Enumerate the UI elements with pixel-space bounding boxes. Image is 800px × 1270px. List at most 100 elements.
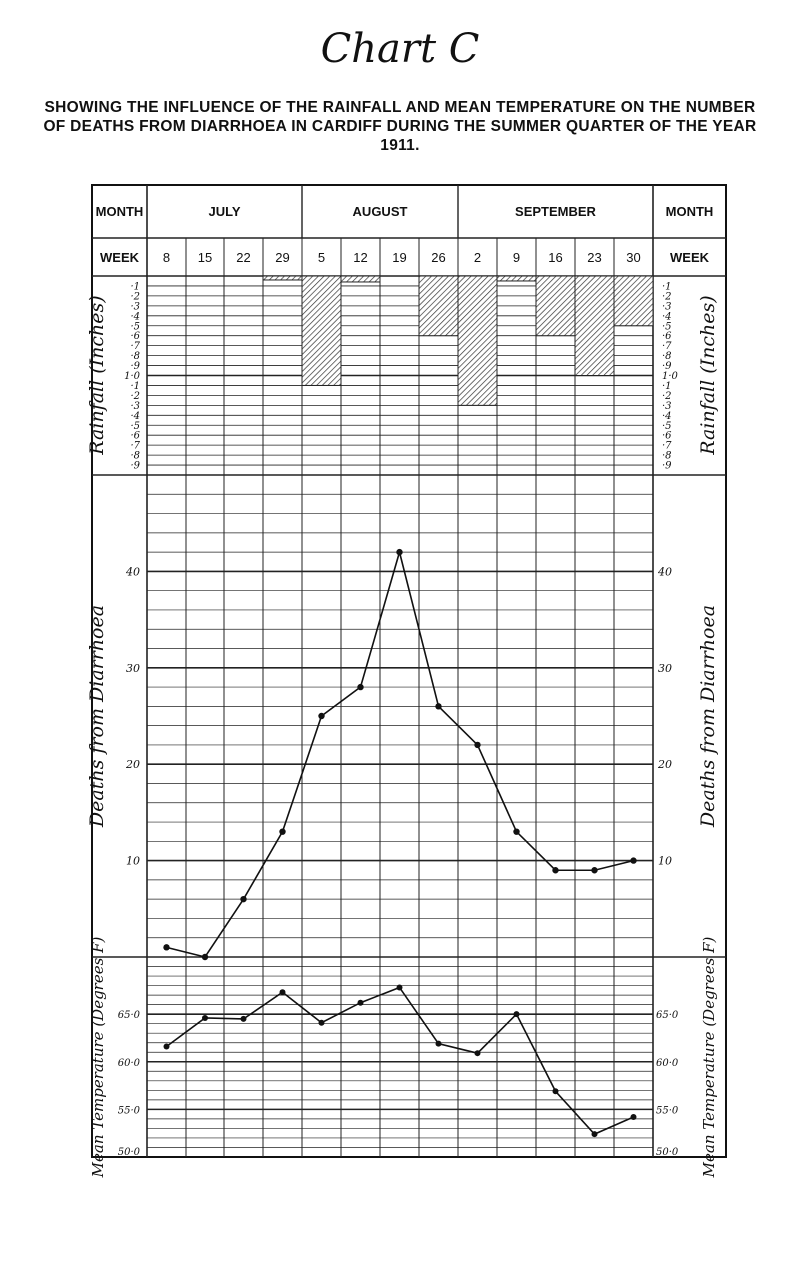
rainfall-tick-label: ·7 <box>662 341 672 352</box>
rainfall-bar <box>574 275 615 376</box>
deaths-axis-label-right: Deaths from Diarrhoea <box>697 605 719 828</box>
rainfall-tick-label: 1·0 <box>662 371 679 382</box>
temperature-tick-label: 50·0 <box>118 1147 141 1158</box>
rainfall-bar <box>340 275 381 283</box>
temperature-point <box>318 1019 325 1026</box>
temperature-tick-label: 55·0 <box>118 1105 141 1116</box>
temperature-point <box>435 1040 442 1047</box>
deaths-point <box>591 867 598 874</box>
rainfall-tick-label: ·6 <box>130 431 140 442</box>
month-label-left: MONTH <box>96 204 144 219</box>
rainfall-bar <box>262 275 303 281</box>
rainfall-tick-label: ·4 <box>662 311 672 322</box>
rainfall-tick-label: ·8 <box>130 451 140 462</box>
month-august: AUGUST <box>353 204 408 219</box>
deaths-axis-label-left: Deaths from Diarrhoea <box>86 605 108 828</box>
rainfall-tick-label: ·3 <box>662 301 672 312</box>
grid-lines: 8 15 22 29 5 12 19 26 2 9 16 23 30·1·1·2·2·3·3·4·4·5… <box>91 184 727 1158</box>
deaths-point <box>513 828 520 835</box>
deaths-tick-label: 20 <box>125 758 140 771</box>
rainfall-tick-label: ·5 <box>130 421 140 432</box>
rainfall-tick-label: ·4 <box>662 411 672 422</box>
rainfall-tick-label: ·6 <box>130 331 140 342</box>
rainfall-bar <box>301 275 342 386</box>
rainfall-tick-label: ·3 <box>130 301 140 312</box>
week-label-right: WEEK <box>670 250 710 265</box>
week-label: 15 <box>198 250 212 265</box>
rainfall-bar <box>496 275 537 282</box>
week-label: 12 <box>353 250 367 265</box>
deaths-tick-label: 30 <box>658 662 672 675</box>
table-header: MONTH MONTH WEEK WEEK JULY AUGUST SEPTEM… <box>96 204 714 265</box>
chart-subtitle: SHOWING THE INFLUENCE OF THE RAINFALL AN… <box>43 99 757 154</box>
month-july: JULY <box>208 204 240 219</box>
rainfall-bar <box>457 275 498 406</box>
rainfall-tick-label: ·5 <box>662 421 672 432</box>
deaths-tick-label: 10 <box>658 855 672 868</box>
deaths-point <box>240 895 247 903</box>
rainfall-tick-label: ·9 <box>662 461 672 472</box>
temperature-tick-label: 65·0 <box>118 1010 141 1021</box>
week-label: 2 <box>474 250 481 265</box>
rainfall-tick-label: ·6 <box>662 331 672 342</box>
deaths-series-line <box>166 549 634 958</box>
temperature-tick-label: 60·0 <box>656 1058 679 1069</box>
week-label: 5 <box>318 250 325 265</box>
rainfall-tick-label: ·1 <box>130 381 140 392</box>
temperature-tick-label: 50·0 <box>656 1147 679 1158</box>
rainfall-tick-label: ·3 <box>130 401 140 412</box>
deaths-point <box>552 867 559 874</box>
rainfall-tick-label: ·7 <box>662 441 672 452</box>
rainfall-tick-label: ·7 <box>130 341 140 352</box>
deaths-point <box>318 712 325 720</box>
temperature-point <box>279 989 286 996</box>
rainfall-axis-label-right: Rainfall (Inches) <box>697 295 719 455</box>
rainfall-bar <box>418 275 459 337</box>
week-label: 26 <box>431 250 445 265</box>
rainfall-tick-label: ·4 <box>130 311 140 322</box>
chart-marks <box>163 275 654 1138</box>
rainfall-tick-label: ·7 <box>130 441 140 452</box>
temperature-point <box>552 1088 559 1095</box>
rainfall-tick-label: ·8 <box>130 351 140 362</box>
week-label: 19 <box>392 250 406 265</box>
month-label-right: MONTH <box>666 204 714 219</box>
rainfall-bar <box>535 275 576 337</box>
rainfall-tick-label: ·6 <box>662 431 672 442</box>
rainfall-tick-label: ·4 <box>130 411 140 422</box>
temperature-tick-label: 65·0 <box>656 1010 679 1021</box>
rainfall-tick-label: ·8 <box>662 451 672 462</box>
deaths-point <box>279 828 286 835</box>
temperature-point <box>630 1114 637 1120</box>
chart-title: Chart C <box>320 26 480 72</box>
rainfall-tick-label: ·2 <box>130 291 140 302</box>
rainfall-bar <box>613 275 654 327</box>
deaths-tick-label: 20 <box>657 758 672 771</box>
temperature-point <box>591 1131 598 1138</box>
temperature-series-line <box>166 986 634 1136</box>
week-label: 29 <box>275 250 289 265</box>
temperature-point <box>396 984 403 991</box>
deaths-point <box>201 953 209 961</box>
deaths-point <box>396 548 403 556</box>
week-label: 23 <box>587 250 601 265</box>
temperature-axis-label-right: Mean Temperature (Degrees F) <box>700 937 718 1179</box>
rainfall-tick-label: ·5 <box>130 321 140 332</box>
week-label: 8 <box>163 250 170 265</box>
week-label: 16 <box>548 250 562 265</box>
temperature-axis-label-left: Mean Temperature (Degrees F) <box>89 937 107 1179</box>
rainfall-tick-label: ·9 <box>130 461 140 472</box>
temperature-point <box>357 999 364 1006</box>
rainfall-tick-label: ·9 <box>662 361 672 372</box>
rainfall-axis-label-left: Rainfall (Inches) <box>86 295 108 455</box>
deaths-tick-label: 30 <box>126 662 140 675</box>
rainfall-tick-label: ·1 <box>130 281 140 292</box>
week-label: 30 <box>626 250 640 265</box>
temperature-point <box>163 1043 170 1050</box>
rainfall-tick-label: ·1 <box>662 381 672 392</box>
deaths-point <box>357 683 364 691</box>
rainfall-tick-label: ·1 <box>662 281 672 292</box>
rainfall-tick-label: ·8 <box>662 351 672 362</box>
week-label: 22 <box>236 250 250 265</box>
temperature-tick-label: 55·0 <box>656 1105 679 1116</box>
